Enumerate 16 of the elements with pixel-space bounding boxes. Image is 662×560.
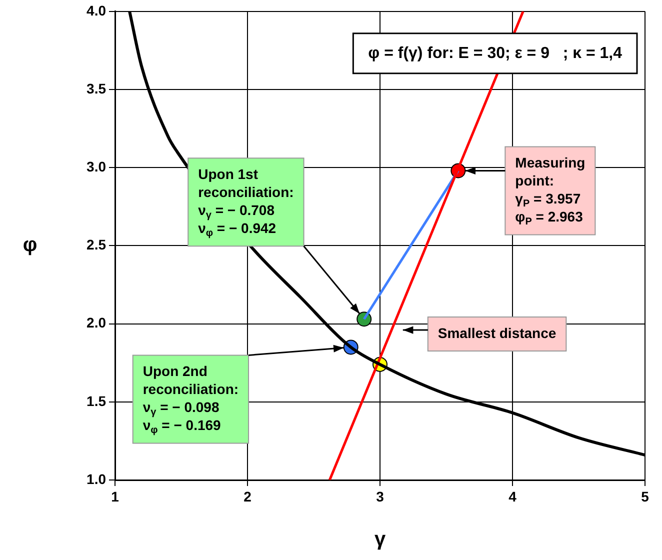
y-tick-label: 2.0 (86, 314, 106, 331)
text: φ = f(γ) for: E = 30; ε = 9 ; κ = 1,4 (368, 44, 622, 62)
y-axis-title: φ (22, 234, 38, 256)
y-tick-label: 1.0 (86, 470, 106, 487)
y-tick-label: 3.0 (86, 158, 106, 174)
x-axis-title: γ (374, 528, 386, 551)
y-tick-label: 1.5 (86, 392, 106, 409)
y-tick-label: 3.5 (86, 80, 106, 96)
annotation: Smallest distance (438, 324, 556, 341)
y-tick-label: 4.0 (86, 2, 106, 18)
x-tick-label: 2 (244, 488, 252, 504)
y-tick-label: 2.5 (86, 236, 106, 253)
x-tick-label: 1 (111, 488, 120, 504)
x-tick-label: 3 (376, 488, 384, 504)
x-tick-label: 5 (641, 488, 650, 504)
x-tick-label: 4 (508, 488, 517, 504)
